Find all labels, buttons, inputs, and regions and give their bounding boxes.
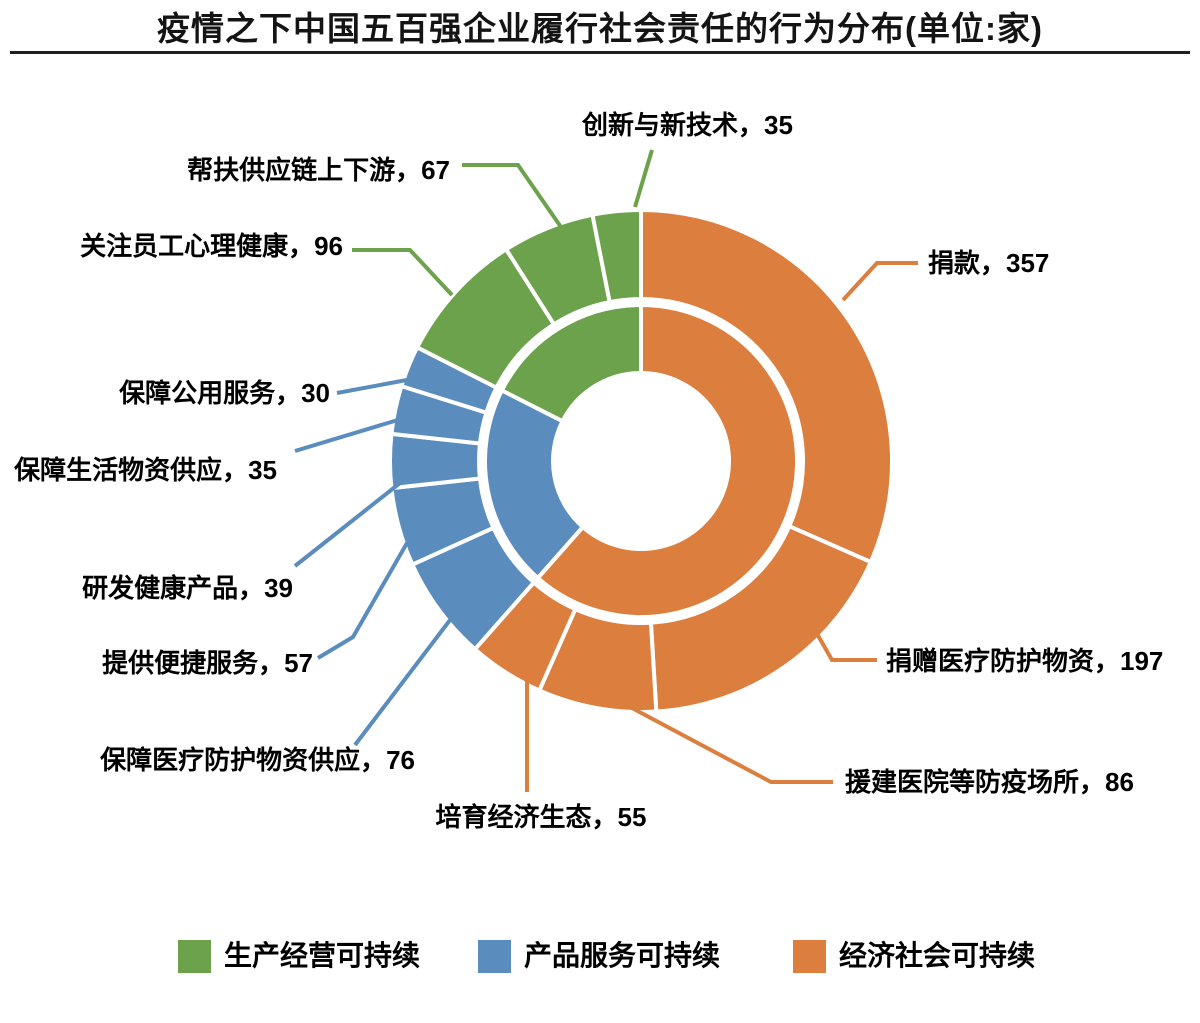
callout-supply-chain-support: 帮扶供应链上下游，67 xyxy=(187,155,450,185)
callout-hospital-construction: 援建医院等防疫场所，86 xyxy=(845,767,1134,797)
leader-line-employee-mental-health xyxy=(352,248,454,297)
inner-slice-economic-social-sustainable xyxy=(534,302,799,619)
outer-slice-innovation-new-tech xyxy=(590,207,643,305)
leader-line-medical-supplies-donation xyxy=(814,631,877,662)
callout-public-services: 保障公用服务，30 xyxy=(119,378,330,408)
leader-line-innovation-new-tech xyxy=(633,149,654,208)
leader-lines xyxy=(293,149,918,792)
callout-convenient-services: 提供便捷服务，57 xyxy=(102,648,313,678)
inner-slice-product-service-sustainable xyxy=(483,387,586,581)
chart-title: 疫情之下中国五百强企业履行社会责任的行为分布(单位:家) xyxy=(157,10,1043,47)
leader-line-hospital-construction xyxy=(631,706,833,784)
callout-employee-mental-health: 关注员工心理健康，96 xyxy=(80,231,343,261)
callout-daily-necessities-supply: 保障生活物资供应，35 xyxy=(14,455,277,485)
inner-slice-production-operation-sustainable xyxy=(499,302,643,424)
leader-line-medical-supplies-supply xyxy=(353,618,452,747)
title-divider xyxy=(10,51,1190,54)
callout-medical-supplies-donation: 捐赠医疗防护物资，197 xyxy=(886,646,1164,676)
callout-medical-supplies-supply: 保障医疗防护物资供应，76 xyxy=(100,745,415,775)
leader-line-convenient-services xyxy=(316,542,409,660)
callout-economic-ecosystem: 培育经济生态，55 xyxy=(435,802,647,832)
leader-line-daily-necessities-supply xyxy=(294,417,402,453)
callout-donation: 捐款，357 xyxy=(928,248,1050,278)
leader-line-donation xyxy=(841,261,918,302)
callout-health-products: 研发健康产品，39 xyxy=(82,573,293,603)
leader-line-health-products xyxy=(293,481,402,568)
callout-innovation-new-tech: 创新与新技术，35 xyxy=(582,110,793,140)
leader-line-public-services xyxy=(336,377,413,395)
inner-ring xyxy=(483,302,799,619)
leader-line-supply-chain-support xyxy=(462,163,565,232)
outer-slice-donation xyxy=(639,207,894,565)
outer-ring xyxy=(388,207,894,714)
